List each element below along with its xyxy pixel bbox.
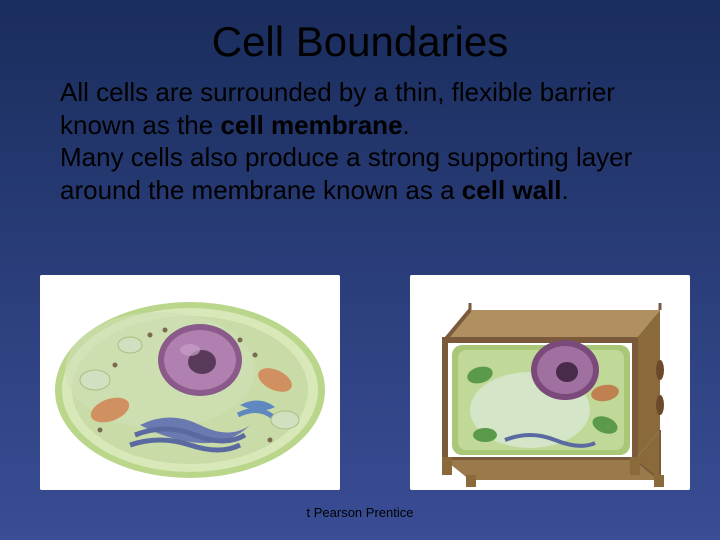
p2-bold: cell wall (462, 175, 562, 205)
paragraph-1: All cells are surrounded by a thin, flex… (60, 76, 665, 141)
p1-b: . (403, 110, 410, 140)
plant-cell-image (410, 275, 690, 490)
cell-images-row (0, 275, 720, 505)
copyright-text: t Pearson Prentice (307, 505, 414, 520)
p1-bold: cell membrane (220, 110, 402, 140)
animal-cell-image (40, 275, 340, 490)
paragraph-2: Many cells also produce a strong support… (60, 141, 665, 206)
slide-title: Cell Boundaries (0, 0, 720, 76)
body-text: All cells are surrounded by a thin, flex… (0, 76, 720, 206)
p2-b: . (562, 175, 569, 205)
